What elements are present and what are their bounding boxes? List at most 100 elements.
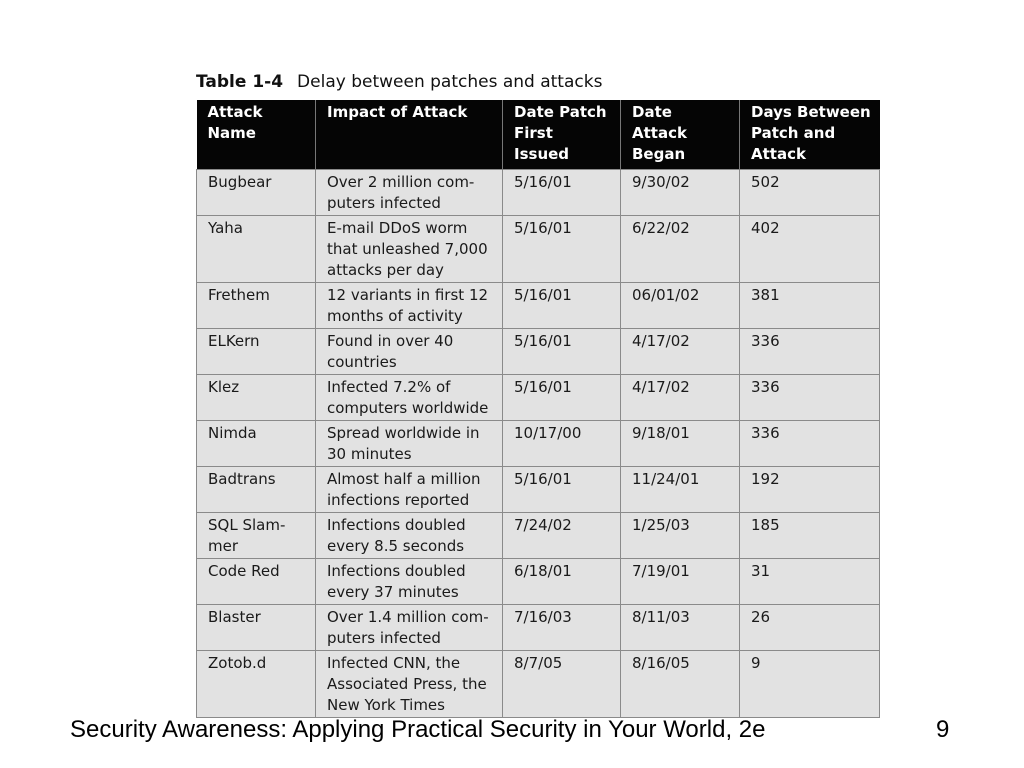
cell-days-between: 336 bbox=[739, 420, 880, 467]
cell-impact-line: infections reported bbox=[327, 491, 470, 509]
table-row: SQL Slam-mer Infections doubled every 8.5 … bbox=[196, 512, 880, 559]
cell-days-between: 185 bbox=[739, 512, 880, 559]
cell-impact: Spread worldwide in 30 minutes bbox=[315, 420, 503, 467]
table-header-row: Attack Name Impact of Attack Date Patch Firs… bbox=[196, 100, 880, 170]
cell-attack-name-line: Klez bbox=[208, 378, 240, 396]
cell-attack-name-line: Nimda bbox=[208, 424, 257, 442]
cell-days-between: 192 bbox=[739, 466, 880, 513]
cell-days-between: 26 bbox=[739, 604, 880, 651]
page-number: 9 bbox=[936, 716, 950, 743]
cell-impact-line: 12 variants in first 12 bbox=[327, 286, 489, 304]
cell-attack-name: Code Red bbox=[196, 558, 316, 605]
table-row: Blaster Over 1.4 million com-puters infec… bbox=[196, 604, 880, 651]
footer-text: Security Awareness: Applying Practical S… bbox=[70, 716, 766, 743]
cell-impact: E-mail DDoS worm that unleashed 7,000 atta… bbox=[315, 215, 503, 283]
cell-days-between: 402 bbox=[739, 215, 880, 283]
cell-date-patch: 5/16/01 bbox=[502, 169, 621, 216]
cell-date-attack: 8/16/05 bbox=[620, 650, 740, 718]
cell-impact-line: 30 minutes bbox=[327, 445, 412, 463]
cell-date-attack: 1/25/03 bbox=[620, 512, 740, 559]
table-row: ELKern Found in over 40 countries 5/16/01 4/… bbox=[196, 328, 880, 375]
header-line: Began bbox=[632, 145, 686, 163]
cell-days-between: 31 bbox=[739, 558, 880, 605]
cell-date-patch: 10/17/00 bbox=[502, 420, 621, 467]
table-row: Bugbear Over 2 million com-puters infecte… bbox=[196, 169, 880, 216]
cell-attack-name: Zotob.d bbox=[196, 650, 316, 718]
header-impact: Impact of Attack bbox=[315, 100, 503, 170]
cell-date-attack: 4/17/02 bbox=[620, 374, 740, 421]
cell-days-between: 381 bbox=[739, 282, 880, 329]
cell-date-attack: 06/01/02 bbox=[620, 282, 740, 329]
cell-attack-name-line: Bugbear bbox=[208, 173, 272, 191]
header-line: Date Attack bbox=[632, 103, 687, 142]
header-line: Days Between bbox=[751, 103, 871, 121]
cell-attack-name: Klez bbox=[196, 374, 316, 421]
table-body: Bugbear Over 2 million com-puters infecte… bbox=[196, 169, 880, 718]
header-line: First Issued bbox=[514, 124, 570, 163]
cell-impact: Over 2 million com-puters infected bbox=[315, 169, 503, 216]
cell-attack-name-line: mer bbox=[208, 537, 239, 555]
cell-date-patch: 5/16/01 bbox=[502, 374, 621, 421]
cell-impact-line: New York Times bbox=[327, 696, 445, 714]
cell-impact-line: that unleashed 7,000 bbox=[327, 240, 488, 258]
table-row: Frethem 12 variants in first 12 months of … bbox=[196, 282, 880, 329]
cell-date-patch: 5/16/01 bbox=[502, 466, 621, 513]
patch-attack-table: Attack Name Impact of Attack Date Patch Firs… bbox=[196, 100, 880, 718]
header-days-between: Days Between Patch and Attack bbox=[739, 100, 880, 170]
cell-date-attack: 9/18/01 bbox=[620, 420, 740, 467]
header-line: Attack bbox=[207, 103, 263, 121]
cell-impact-line: Infections doubled bbox=[327, 562, 466, 580]
cell-days-between: 336 bbox=[739, 328, 880, 375]
table-row: Yaha E-mail DDoS worm that unleashed 7,000… bbox=[196, 215, 880, 283]
cell-attack-name: ELKern bbox=[196, 328, 316, 375]
cell-impact: Infected CNN, the Associated Press, the Ne… bbox=[315, 650, 503, 718]
cell-impact-line: every 8.5 seconds bbox=[327, 537, 465, 555]
cell-attack-name-line: ELKern bbox=[208, 332, 260, 350]
cell-date-attack: 9/30/02 bbox=[620, 169, 740, 216]
table-row: Nimda Spread worldwide in 30 minutes 10/17/… bbox=[196, 420, 880, 467]
cell-impact-line: countries bbox=[327, 353, 397, 371]
table-caption: Table 1-4 Delay between patches and attac… bbox=[196, 72, 602, 92]
cell-attack-name-line: Frethem bbox=[208, 286, 270, 304]
header-line: Name bbox=[207, 124, 256, 142]
cell-attack-name: Yaha bbox=[196, 215, 316, 283]
cell-impact-line: Infected 7.2% of bbox=[327, 378, 451, 396]
cell-date-attack: 7/19/01 bbox=[620, 558, 740, 605]
table-number: Table 1-4 bbox=[196, 72, 284, 92]
cell-attack-name: Bugbear bbox=[196, 169, 316, 216]
table-row: Badtrans Almost half a million infections … bbox=[196, 466, 880, 513]
cell-days-between: 502 bbox=[739, 169, 880, 216]
cell-impact-line: Over 2 million com- bbox=[327, 173, 475, 191]
cell-attack-name: Nimda bbox=[196, 420, 316, 467]
cell-impact-line: Infections doubled bbox=[327, 516, 466, 534]
cell-date-patch: 5/16/01 bbox=[502, 282, 621, 329]
cell-impact: Infections doubled every 8.5 seconds bbox=[315, 512, 503, 559]
cell-impact-line: months of activity bbox=[327, 307, 463, 325]
cell-impact: Almost half a million infections reported bbox=[315, 466, 503, 513]
table-row: Klez Infected 7.2% of computers worldwide 5… bbox=[196, 374, 880, 421]
cell-impact-line: Over 1.4 million com- bbox=[327, 608, 489, 626]
cell-impact-line: Found in over 40 bbox=[327, 332, 454, 350]
table-title: Delay between patches and attacks bbox=[297, 72, 603, 92]
table-row: Zotob.d Infected CNN, the Associated Press… bbox=[196, 650, 880, 718]
cell-date-patch: 7/24/02 bbox=[502, 512, 621, 559]
cell-attack-name-line: Blaster bbox=[208, 608, 261, 626]
cell-impact-line: computers worldwide bbox=[327, 399, 489, 417]
cell-attack-name-line: Zotob.d bbox=[208, 654, 267, 672]
cell-date-patch: 5/16/01 bbox=[502, 215, 621, 283]
header-line: Patch and bbox=[751, 124, 836, 142]
cell-impact-line: puters infected bbox=[327, 629, 441, 647]
cell-date-attack: 6/22/02 bbox=[620, 215, 740, 283]
header-line: Impact of Attack bbox=[327, 103, 468, 121]
table-container: Attack Name Impact of Attack Date Patch Firs… bbox=[196, 100, 880, 718]
cell-days-between: 336 bbox=[739, 374, 880, 421]
cell-impact-line: Spread worldwide in bbox=[327, 424, 480, 442]
cell-impact-line: puters infected bbox=[327, 194, 441, 212]
cell-attack-name-line: Badtrans bbox=[208, 470, 276, 488]
cell-date-attack: 8/11/03 bbox=[620, 604, 740, 651]
table-row: Code Red Infections doubled every 37 minut… bbox=[196, 558, 880, 605]
cell-attack-name: SQL Slam-mer bbox=[196, 512, 316, 559]
cell-date-patch: 5/16/01 bbox=[502, 328, 621, 375]
cell-impact-line: Almost half a million bbox=[327, 470, 481, 488]
